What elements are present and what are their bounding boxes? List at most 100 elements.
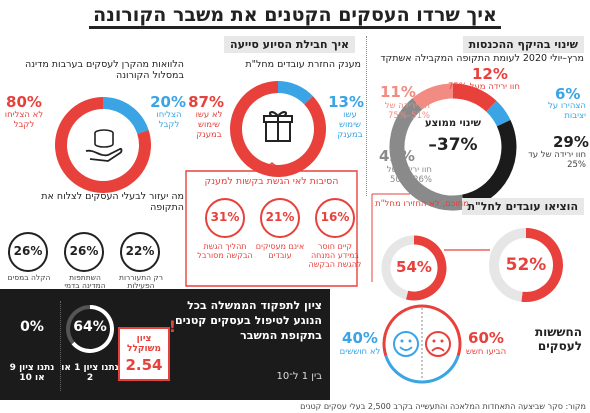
score-text: ציון לתפקוד הממשלה בכל הנוגע לטיפול בעסק…: [174, 299, 322, 342]
workers-returned-donut: [381, 235, 447, 301]
sad-face-eye-right: [440, 339, 444, 343]
workers-right-pct: 54%: [396, 258, 432, 276]
workers-returned-slice: [405, 235, 447, 301]
exclamation-icon: !: [168, 317, 176, 336]
happy-face-eye-left: [400, 339, 404, 343]
source-note: מקור: סקר שביצעה התאחדות המלאכה והתעשייה…: [300, 402, 586, 411]
help-pct: 22%: [125, 244, 155, 258]
gift-label-used: עשו שימוש במענק: [337, 110, 363, 140]
loans-title: הלוואות מהקרן לעסקים בערבות מדינה במסלול…: [25, 59, 184, 81]
fears-arc-worried: [382, 304, 462, 357]
revenue-label-stable: הצהירו על יציבות: [547, 101, 586, 121]
sad-face-icon: [425, 331, 451, 357]
revenue-label-25: חוו ירידה של עד 25%: [528, 150, 586, 170]
score-badge-label: ציון משוקלל: [127, 334, 161, 355]
government-score-panel: ציון לתפקוד הממשלה בכל הנוגע לטיפול בעסק…: [0, 289, 330, 400]
revenue-label-26-50: חוו ירידה של 26%–50%: [386, 165, 432, 185]
rev-slice-51-75: [412, 83, 454, 110]
reason-pct: 21%: [265, 210, 295, 224]
loans-slice-notreceived: [55, 97, 151, 193]
rev-slice-75plus: [452, 83, 497, 112]
score-ring-fill: [71, 305, 114, 353]
score-pct-high: 0%: [20, 319, 44, 335]
loans-pct-received: 20%: [150, 93, 186, 111]
revenue-center-value: 37%–: [428, 135, 478, 155]
help-title: מה יעזור לבעלי העסקים לצלוח את התקופה: [41, 191, 184, 213]
revenue-pct-75plus: 12%: [472, 65, 508, 83]
reasons-title: הסיבות לאי הגשת בקשות למענק: [204, 176, 339, 187]
loans-donut-chart: [55, 97, 151, 193]
score-badge-value: 2.54: [125, 356, 163, 374]
reason-pct: 16%: [320, 210, 350, 224]
revenue-pct-26-50: 42%: [379, 147, 415, 165]
workers-returned-rest: [381, 235, 415, 300]
gift-label-notused: לא עשו שימוש במענק: [195, 110, 223, 140]
happy-face-eye-right: [408, 339, 412, 343]
loans-label-received: הצליחו לקבל: [156, 110, 182, 130]
workers-furlough-rest: [489, 228, 527, 302]
help-circle: 26%: [64, 232, 104, 272]
score-ring-chart: [66, 305, 114, 353]
rev-slice-26-50: [389, 98, 465, 211]
sad-face-mouth: [431, 347, 445, 352]
reason-circle: 16%: [315, 198, 355, 238]
score-divider: [60, 301, 61, 391]
revenue-pct-25: 29%: [553, 133, 589, 151]
revenue-center-label: שינוי ממוצע: [424, 118, 481, 129]
revenue-label-75plus: חוו ירידה מעל 75%: [448, 82, 520, 92]
revenue-label-51-75: חוו ירידה של 51%–75%: [384, 101, 430, 121]
reason-label: קיים חוסר במידע המנחה להגשת הבקשה: [308, 242, 362, 270]
fears-label-none: לא חוששים: [339, 347, 381, 357]
score-badge: ציון משוקלל 2.54: [118, 327, 170, 381]
fears-chart: [382, 304, 462, 384]
revenue-header: שינוי בהיקף ההכנסות: [462, 36, 584, 53]
score-pct-low: 64%: [73, 319, 107, 335]
workers-furlough-slice: [521, 228, 563, 302]
workers-right-label: מתוכם, לא החזירו מחל"ת: [375, 199, 469, 209]
reason-circle: 31%: [205, 198, 245, 238]
reason-circle: 21%: [260, 198, 300, 238]
fears-pct-none: 40%: [342, 329, 378, 347]
coins-hand-icon: [84, 125, 124, 163]
survival-header: איך חבילת הסיוע סייעה: [224, 36, 355, 53]
fears-pct-worried: 60%: [468, 329, 504, 347]
workers-left-pct: 52%: [505, 255, 547, 275]
gift-donut-chart: [230, 81, 326, 177]
revenue-subtitle: מרץ–יולי 2020 לעומת התקופה המקבילה אשתקד: [380, 53, 584, 64]
rev-slice-stable: [485, 100, 511, 127]
help-circle: 22%: [120, 232, 160, 272]
reason-label: תהליך הגשת הבקשה מסורבל: [197, 242, 253, 261]
score-scale: בין 1 ל־10: [276, 371, 322, 382]
score-ring-rest: [66, 305, 91, 345]
happy-face-icon: [393, 331, 419, 357]
loans-pct-notreceived: 80%: [6, 93, 42, 111]
gift-icon: [262, 109, 294, 143]
happy-face-mouth: [399, 346, 413, 351]
loans-slice-received: [102, 97, 149, 135]
fears-label-worried: הביעו חשש: [465, 347, 507, 357]
revenue-pct-51-75: 11%: [380, 83, 416, 101]
score-label-high: נתנו ציון 9 או 10: [9, 363, 55, 384]
sad-face-eye-left: [432, 339, 436, 343]
reason-label: אינם מעסיקים עובדים: [255, 242, 305, 261]
page-title: איך שרדו העסקים הקטנים את משבר הקורונה: [0, 4, 590, 29]
help-pct: 26%: [13, 244, 43, 258]
gift-pct-used: 13%: [328, 93, 364, 111]
loans-label-notreceived: לא הצליחו לקבל: [4, 110, 44, 130]
reason-pct: 31%: [210, 210, 240, 224]
fears-arc-none: [384, 355, 460, 384]
reasons-callout-frame: [185, 162, 358, 287]
help-pct: 26%: [69, 244, 99, 258]
help-label: הקלה במסים: [7, 273, 51, 282]
workers-header: הוציאו עובדים לחל"ת: [461, 198, 584, 215]
workers-furlough-donut: [489, 228, 563, 302]
gift-slice-used: [277, 81, 313, 105]
revenue-pct-stable: 6%: [555, 85, 581, 103]
gift-slice-notused: [230, 81, 326, 177]
workers-frame: [371, 193, 490, 282]
gift-title: מענק החזרת עובדים מחל"ת: [245, 59, 361, 70]
score-label-low: נתנו ציון 1 או 2: [61, 363, 119, 384]
revenue-donut-chart: [389, 83, 517, 211]
help-circle: 26%: [8, 232, 48, 272]
fears-title: החששות לעסקים: [534, 325, 582, 353]
